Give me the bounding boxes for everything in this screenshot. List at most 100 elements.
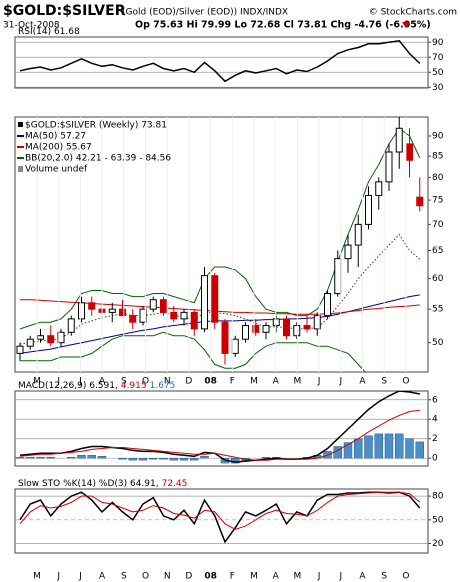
legend-entry: MACD(12,26,9) 6.591, xyxy=(18,381,118,391)
x-tick-label: A xyxy=(99,377,106,387)
candle-body xyxy=(78,302,85,320)
bar xyxy=(200,456,209,459)
legend-entry: 4.915 xyxy=(121,381,147,391)
candle-body xyxy=(344,244,352,260)
candle-body xyxy=(395,127,403,153)
date: 31-Oct-2008 xyxy=(3,21,60,31)
y-tick-label: 85 xyxy=(432,152,443,162)
x-tick-label: S xyxy=(381,572,387,582)
y-tick-label: 50 xyxy=(432,338,444,348)
legend-swatch xyxy=(18,166,23,172)
candle-body xyxy=(170,311,178,320)
symbol: $GOLD:$SILVER xyxy=(3,3,126,19)
description: (Gold (EOD)/Silver (EOD)) INDX/INDX xyxy=(122,8,288,18)
bar xyxy=(77,455,86,459)
x-tick-label: A xyxy=(359,377,366,387)
y-tick-label: 80 xyxy=(432,173,444,183)
bar xyxy=(15,456,25,459)
bar xyxy=(128,457,137,461)
candle-body xyxy=(416,196,424,207)
bar xyxy=(138,457,148,461)
x-tick-label: J xyxy=(338,572,342,582)
y-tick-label: 4 xyxy=(432,415,438,425)
candle-body xyxy=(242,325,249,340)
line xyxy=(19,491,421,530)
candle-body xyxy=(37,335,44,340)
legend-entry: RSI(14) 61.68 xyxy=(18,27,80,37)
legend-entry: BB(20,2.0) 42.21 - 63.39 - 84.56 xyxy=(25,154,171,164)
y-tick-label: 65 xyxy=(432,246,443,256)
bar xyxy=(159,457,168,460)
panel-frame xyxy=(14,36,429,89)
candle-body xyxy=(283,318,290,337)
candle-body xyxy=(88,302,96,310)
bar xyxy=(364,435,373,459)
line xyxy=(19,127,421,330)
line xyxy=(20,299,420,315)
y-tick-label: 60 xyxy=(432,274,444,284)
bar xyxy=(190,457,199,461)
x-tick-label: J xyxy=(317,377,321,387)
x-tick-label: M xyxy=(250,572,258,582)
x-tick-label: J xyxy=(78,572,82,582)
y-tick-label: 2 xyxy=(432,434,438,444)
y-tick-label: 20 xyxy=(432,539,444,549)
x-tick-label: M xyxy=(294,572,302,582)
candle-body xyxy=(354,223,362,246)
x-tick-label: N xyxy=(164,377,171,387)
x-tick-label: O xyxy=(402,377,409,387)
y-tick-label: 90 xyxy=(432,132,444,142)
panel-legend: Slow STO %K(14) %D(3) 64.91, 72.45 xyxy=(18,479,187,489)
x-tick-label: 08 xyxy=(204,377,217,387)
bar xyxy=(354,438,363,459)
y-tick-label: 50 xyxy=(432,515,444,525)
panel-legend: RSI(14) 61.68 xyxy=(18,27,80,37)
down-arrow xyxy=(402,22,410,28)
x-tick-label: 08 xyxy=(204,572,217,582)
panel-plot xyxy=(15,39,428,88)
quote: Op 75.63 Hi 79.99 Lo 72.68 Cl 73.81 Chg … xyxy=(135,20,431,31)
x-tick-label: F xyxy=(230,377,235,387)
x-tick-label: F xyxy=(230,572,235,582)
candle-body xyxy=(119,308,126,317)
candle-body xyxy=(16,345,24,354)
candle-body xyxy=(221,321,229,354)
candle-body xyxy=(180,311,188,320)
line xyxy=(20,331,366,372)
bar xyxy=(343,442,353,459)
legend-title: $GOLD:$SILVER (Weekly) 73.81 xyxy=(25,121,167,131)
candle-body xyxy=(385,151,393,183)
line xyxy=(19,294,420,354)
x-tick-label: M xyxy=(33,572,41,582)
candle-body xyxy=(211,275,219,323)
bar xyxy=(36,456,45,459)
bar xyxy=(26,456,35,459)
legend-entry: MA(200) 55.67 xyxy=(25,143,92,153)
x-tick-label: O xyxy=(142,572,149,582)
candle-body xyxy=(129,315,137,323)
y-tick-label: 75 xyxy=(432,196,443,206)
candle-body xyxy=(303,325,311,330)
y-tick-label: 80 xyxy=(432,492,444,502)
legend-swatch xyxy=(18,122,23,127)
y-tick-label: 55 xyxy=(432,305,443,315)
bar xyxy=(46,456,55,459)
candle-body xyxy=(293,325,301,337)
line xyxy=(19,409,420,461)
bar xyxy=(374,433,383,459)
bar xyxy=(87,455,96,459)
candle-body xyxy=(262,325,270,333)
candle-body xyxy=(252,325,260,333)
legend-note: Volume undef xyxy=(25,165,88,175)
x-tick-label: J xyxy=(78,377,82,387)
panel-plot xyxy=(15,391,428,464)
candle-body xyxy=(47,335,55,344)
x-tick-label: A xyxy=(99,572,106,582)
legend-entry: Slow STO %K(14) %D(3) 64.91, xyxy=(18,479,159,489)
candle-body xyxy=(272,318,280,327)
x-tick-label: S xyxy=(381,377,387,387)
bar xyxy=(395,433,404,459)
x-tick-label: J xyxy=(56,572,60,582)
candle-body xyxy=(313,315,321,330)
panel-legend: MACD(12,26,9) 6.591, 4.915 1.675 xyxy=(18,381,175,391)
